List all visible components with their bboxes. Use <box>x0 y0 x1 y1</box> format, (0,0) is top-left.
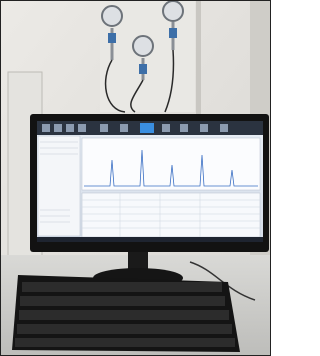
results-table <box>82 193 260 237</box>
page <box>0 0 271 356</box>
pipe <box>196 0 201 120</box>
side-pane <box>38 136 80 236</box>
photo <box>0 0 271 356</box>
taskbar <box>37 237 263 242</box>
